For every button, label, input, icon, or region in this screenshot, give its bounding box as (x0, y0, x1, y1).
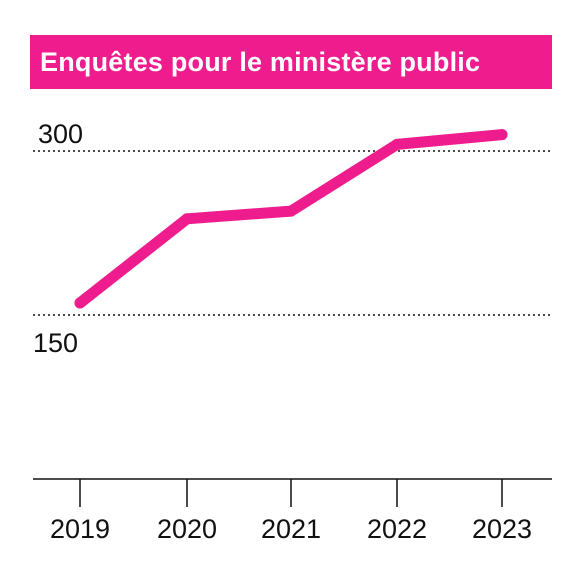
series-line-0 (74, 129, 508, 309)
gridlines (33, 150, 552, 316)
x-tick-label-2020: 2020 (157, 514, 217, 544)
data-point-2023 (496, 129, 508, 141)
chart-title: Enquêtes pour le ministère public (40, 46, 481, 77)
y-tick-label-150: 150 (33, 328, 78, 358)
data-point-2019 (74, 297, 86, 309)
data-point-2022 (391, 138, 403, 150)
chart-title-banner: Enquêtes pour le ministère public (30, 35, 552, 89)
data-point-2021 (285, 205, 297, 217)
x-axis (33, 478, 552, 507)
series-layer (74, 129, 508, 309)
y-tick-label-300: 300 (38, 119, 83, 149)
x-tick-label-2021: 2021 (261, 514, 321, 544)
x-tick-label-2023: 2023 (472, 514, 532, 544)
tick-labels: 300 150 2019 2020 2021 2022 2023 (33, 119, 532, 544)
data-point-2020 (181, 213, 193, 225)
x-tick-label-2019: 2019 (50, 514, 110, 544)
x-tick-label-2022: 2022 (367, 514, 427, 544)
